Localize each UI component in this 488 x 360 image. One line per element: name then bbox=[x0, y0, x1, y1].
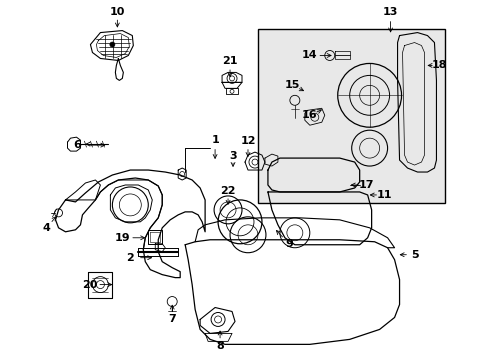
Text: 10: 10 bbox=[109, 6, 125, 17]
Text: 14: 14 bbox=[302, 50, 317, 60]
Text: 18: 18 bbox=[431, 60, 447, 71]
Bar bbox=[258, 28, 445, 203]
Text: 21: 21 bbox=[222, 57, 237, 67]
Text: 19: 19 bbox=[114, 233, 130, 243]
Text: 8: 8 bbox=[216, 341, 224, 351]
Text: 9: 9 bbox=[285, 239, 292, 249]
Circle shape bbox=[110, 42, 115, 47]
Text: 1: 1 bbox=[211, 135, 219, 145]
Text: 22: 22 bbox=[220, 186, 235, 196]
Text: 13: 13 bbox=[382, 6, 397, 17]
Text: 17: 17 bbox=[358, 180, 374, 190]
Text: 15: 15 bbox=[285, 80, 300, 90]
Text: 4: 4 bbox=[42, 223, 50, 233]
Text: 20: 20 bbox=[81, 280, 97, 289]
Text: 6: 6 bbox=[73, 140, 81, 150]
Text: 16: 16 bbox=[302, 110, 317, 120]
Text: 3: 3 bbox=[229, 151, 236, 161]
Text: 7: 7 bbox=[168, 314, 176, 324]
Text: 12: 12 bbox=[240, 136, 255, 146]
Text: 2: 2 bbox=[126, 253, 134, 263]
Text: 11: 11 bbox=[376, 190, 391, 200]
Circle shape bbox=[346, 182, 352, 188]
Text: 5: 5 bbox=[410, 250, 417, 260]
